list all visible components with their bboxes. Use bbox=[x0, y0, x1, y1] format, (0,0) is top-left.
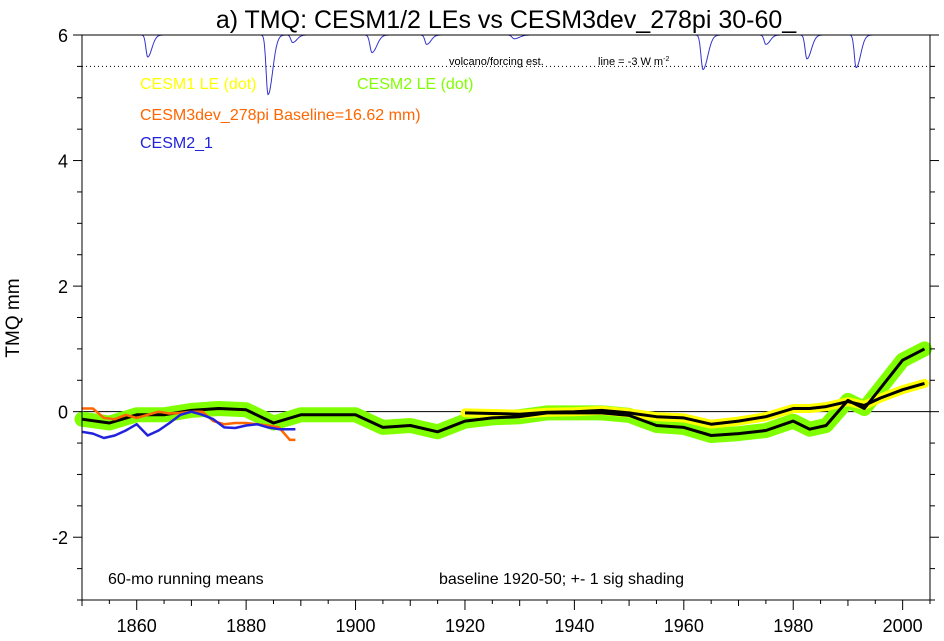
chart-title: a) TMQ: CESM1/2 LEs vs CESM3dev_278pi 30… bbox=[216, 6, 797, 34]
x-tick-label: 1960 bbox=[664, 616, 704, 636]
x-tick-label: 1880 bbox=[226, 616, 266, 636]
x-tick-label: 1940 bbox=[554, 616, 594, 636]
y-tick-label: 4 bbox=[58, 152, 68, 172]
legend-cesm3dev: CESM3dev_278pi Baseline=16.62 mm) bbox=[140, 107, 421, 124]
x-tick-label: 1980 bbox=[773, 616, 813, 636]
y-tick-label: 6 bbox=[58, 26, 68, 46]
x-tick-label: 2000 bbox=[883, 616, 923, 636]
legend-cesm2-le: CESM2 LE (dot) bbox=[357, 76, 473, 93]
x-tick-label: 1920 bbox=[445, 616, 485, 636]
y-tick-label: -2 bbox=[52, 528, 68, 548]
running-means-note: 60-mo running means bbox=[108, 571, 264, 588]
cesm1-le-mean-line bbox=[464, 381, 925, 426]
plot-area: 1860 1880 1900 1920 1940 1960 1980 2000 -2 0 2 4 6 bbox=[52, 26, 939, 636]
volcano-line-superscript: -2 bbox=[663, 56, 669, 63]
x-tick-label: 1900 bbox=[336, 616, 376, 636]
volcano-forcing-label: volcano/forcing est. bbox=[449, 56, 544, 68]
legend-cesm2-1: CESM2_1 bbox=[140, 135, 213, 152]
y-tick-label: 2 bbox=[58, 277, 68, 297]
x-tick-label: 1860 bbox=[117, 616, 157, 636]
volcano-line-label: line = -3 W m-2 bbox=[598, 56, 669, 68]
cesm2-1-line bbox=[81, 410, 296, 440]
baseline-note: baseline 1920-50; +- 1 sig shading bbox=[439, 571, 684, 588]
legend-cesm1-le: CESM1 LE (dot) bbox=[140, 76, 256, 93]
y-tick-label: 0 bbox=[58, 403, 68, 423]
cesm2-le-mean-line bbox=[81, 347, 926, 437]
volcano-line-text: line = -3 W m bbox=[598, 56, 663, 68]
y-axis-label: TMQ mm bbox=[3, 278, 24, 357]
